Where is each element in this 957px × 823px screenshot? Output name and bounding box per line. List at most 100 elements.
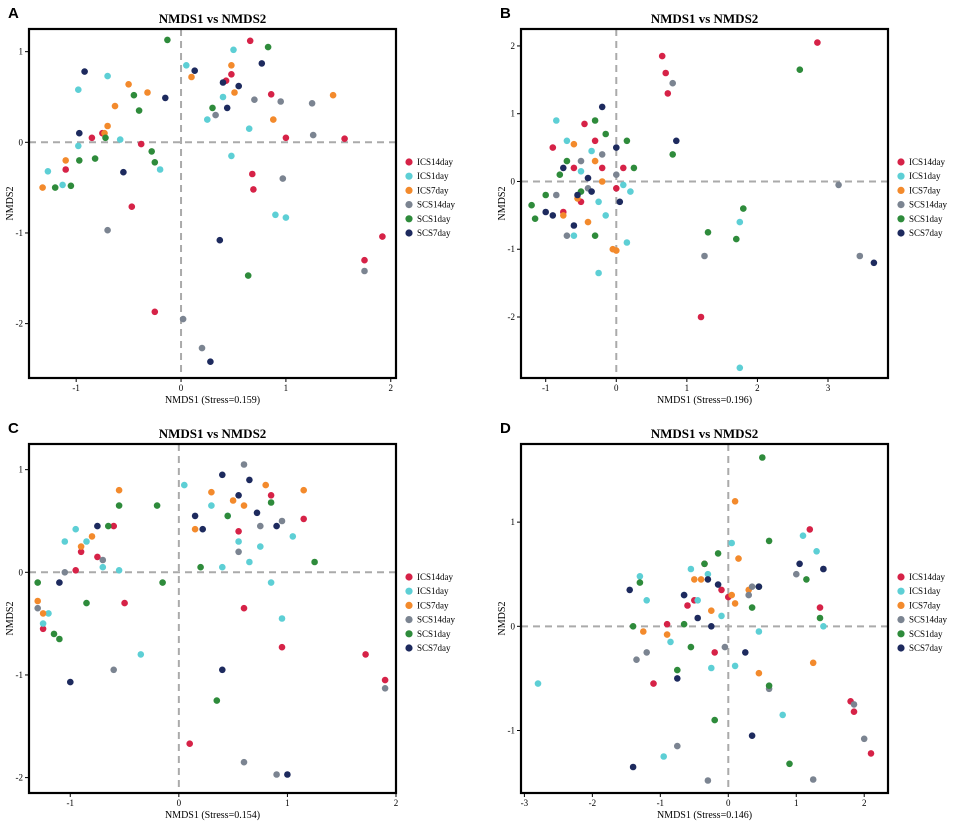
legend-marker-ics7day xyxy=(405,186,413,194)
data-point-ics14day xyxy=(72,567,79,574)
data-point-scs1day xyxy=(91,155,99,162)
legend-marker-ics14day xyxy=(897,573,905,581)
data-point-scs7day xyxy=(674,675,681,682)
data-point-scs1day xyxy=(765,682,773,689)
y-tick-label: 0 xyxy=(19,567,24,577)
data-point-ics7day xyxy=(731,600,739,607)
data-point-ics1day xyxy=(718,612,725,620)
data-point-ics1day xyxy=(736,218,744,226)
data-point-ics7day xyxy=(39,184,46,191)
data-point-ics7day xyxy=(731,498,739,505)
data-point-scs7day xyxy=(67,678,74,686)
data-point-scs1day xyxy=(591,117,599,124)
data-point-scs7day xyxy=(56,579,63,586)
data-point-scs7day xyxy=(584,174,592,182)
data-point-scs1day xyxy=(542,191,549,199)
data-point-scs7day xyxy=(219,471,226,479)
data-point-ics14day xyxy=(186,740,193,747)
data-point-ics7day xyxy=(613,247,620,254)
data-point-scs7day xyxy=(708,623,715,630)
legend-marker-ics7day xyxy=(897,186,905,194)
data-point-ics14day xyxy=(128,203,136,210)
x-axis-label: NMDS1 (Stress=0.159) xyxy=(165,395,260,406)
data-point-ics14day xyxy=(62,166,69,173)
legend-label-scs7day: SCS7day xyxy=(417,228,451,238)
data-point-ics7day xyxy=(728,591,735,599)
legend-label-scs1day: SCS1day xyxy=(417,629,451,639)
legend-marker-ics7day xyxy=(405,601,413,610)
y-tick-label: 0 xyxy=(19,137,24,147)
data-point-ics14day xyxy=(814,39,821,46)
data-point-scs1day xyxy=(563,157,571,165)
data-point-ics1day xyxy=(75,86,82,93)
data-point-ics1day xyxy=(553,117,560,124)
panel-letter: D xyxy=(500,420,511,437)
data-point-ics1day xyxy=(636,573,644,580)
legend-marker-scs1day xyxy=(405,630,413,638)
data-point-ics7day xyxy=(560,212,567,219)
y-tick-label: 2 xyxy=(511,41,516,51)
data-point-scs14day xyxy=(240,758,248,766)
data-point-ics1day xyxy=(643,597,650,604)
data-point-ics1day xyxy=(704,570,712,578)
data-point-ics1day xyxy=(577,168,585,175)
legend-label-scs7day: SCS7day xyxy=(909,643,943,653)
data-point-ics14day xyxy=(718,586,725,594)
data-point-ics7day xyxy=(115,486,123,494)
data-point-scs14day xyxy=(277,98,285,105)
data-point-scs14day xyxy=(34,604,41,612)
legend-label-ics7day: ICS7day xyxy=(417,600,449,610)
legend-label-ics14day: ICS14day xyxy=(909,572,946,582)
legend-marker-scs7day xyxy=(897,644,905,652)
data-point-scs7day xyxy=(613,144,620,151)
data-point-ics14day xyxy=(613,185,620,192)
x-axis-label: NMDS1 (Stress=0.154) xyxy=(165,810,260,821)
data-point-ics7day xyxy=(228,62,235,69)
data-point-scs7day xyxy=(191,67,198,74)
data-point-ics7day xyxy=(663,631,671,638)
data-point-scs1day xyxy=(244,272,252,279)
plot-frame xyxy=(519,27,890,380)
data-point-scs14day xyxy=(577,157,585,165)
data-point-ics7day xyxy=(229,497,237,504)
data-point-ics1day xyxy=(181,481,188,489)
data-point-scs14day xyxy=(633,656,640,663)
data-point-scs7day xyxy=(253,509,261,517)
data-point-scs1day xyxy=(67,182,75,190)
data-point-scs14day xyxy=(279,175,287,182)
data-point-ics14day xyxy=(598,164,606,172)
data-point-ics1day xyxy=(595,198,602,206)
data-point-ics1day xyxy=(813,548,820,555)
legend-marker-scs1day xyxy=(897,215,905,223)
data-point-scs14day xyxy=(835,181,842,189)
panel-a: A NMDS1 vs NMDS2 -1 0 1 2 -2 -1 0 1 NMDS1 (Stress=… xyxy=(5,5,456,406)
legend-label-scs1day: SCS1day xyxy=(909,214,943,224)
data-point-ics1day xyxy=(99,563,107,571)
data-point-scs14day xyxy=(110,666,117,674)
data-point-ics14day xyxy=(684,602,691,609)
data-point-ics14day xyxy=(662,69,669,77)
data-point-ics14day xyxy=(816,604,824,611)
data-point-ics1day xyxy=(219,93,227,101)
data-point-scs1day xyxy=(602,130,609,138)
data-point-scs14day xyxy=(643,649,650,656)
data-point-ics1day xyxy=(61,538,69,545)
legend-label-scs14day: SCS14day xyxy=(909,615,948,625)
x-tick-label: 1 xyxy=(284,383,289,393)
x-tick-label: 1 xyxy=(285,798,290,808)
data-point-scs1day xyxy=(56,635,63,643)
data-point-ics1day xyxy=(779,711,786,719)
y-axis-label: NMDS2 xyxy=(5,602,16,636)
data-point-scs7day xyxy=(574,191,581,199)
y-tick-label: 1 xyxy=(511,109,516,119)
data-point-ics1day xyxy=(595,269,602,277)
x-tick-label: 2 xyxy=(755,383,760,393)
data-point-ics14day xyxy=(711,649,718,656)
data-point-scs14day xyxy=(361,267,368,275)
data-point-scs1day xyxy=(556,171,564,178)
data-point-scs14day xyxy=(704,777,712,784)
data-point-ics1day xyxy=(75,142,82,150)
data-point-scs1day xyxy=(796,66,804,73)
data-point-ics1day xyxy=(104,72,111,80)
data-point-ics1day xyxy=(602,212,609,219)
